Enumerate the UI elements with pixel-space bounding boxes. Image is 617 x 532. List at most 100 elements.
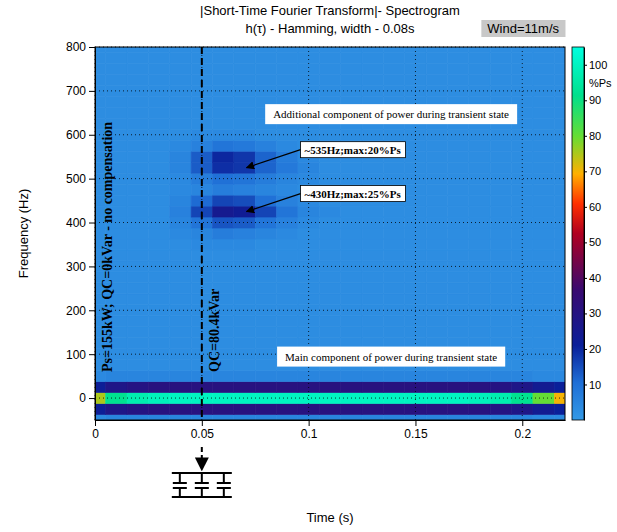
- heatmap-cell: [148, 283, 169, 294]
- heatmap-cell: [170, 162, 191, 173]
- heatmap-cell: [319, 261, 340, 272]
- heatmap-cell: [383, 74, 404, 85]
- heatmap-cell: [95, 107, 106, 118]
- heatmap-cell: [234, 107, 255, 118]
- heatmap-cell: [448, 228, 469, 239]
- heatmap-cell: [234, 74, 255, 85]
- heatmap-cell: [554, 162, 565, 173]
- heatmap-cell: [341, 415, 362, 420]
- heatmap-cell: [213, 63, 234, 74]
- heatmap-cell: [170, 206, 191, 217]
- heatmap-cell: [341, 47, 362, 52]
- heatmap-cell: [255, 228, 276, 239]
- heatmap-cell: [341, 371, 362, 382]
- heatmap-cell: [106, 107, 127, 118]
- heatmap-cell: [255, 316, 276, 327]
- annotation: Additional component of power during tra…: [265, 104, 517, 124]
- heatmap-cell: [127, 184, 148, 195]
- heatmap-cell: [448, 283, 469, 294]
- heatmap-cell: [148, 184, 169, 195]
- heatmap-cell: [127, 261, 148, 272]
- colorbar: [572, 47, 584, 420]
- heatmap-cell: [319, 47, 340, 52]
- heatmap-cell: [319, 52, 340, 63]
- heatmap-cell: [533, 195, 554, 206]
- heatmap-cell: [490, 74, 511, 85]
- heatmap-cell: [298, 261, 319, 272]
- heatmap-cell: [426, 85, 447, 96]
- heatmap-cell: [383, 261, 404, 272]
- heatmap-cell: [469, 184, 490, 195]
- heatmap-cell: [234, 404, 255, 415]
- heatmap-cell: [448, 305, 469, 316]
- heatmap-cell: [533, 415, 554, 420]
- heatmap-cell: [170, 47, 191, 52]
- heatmap-cell: [426, 206, 447, 217]
- heatmap-cell: [512, 404, 533, 415]
- heatmap-cell: [277, 250, 298, 261]
- colorbar-tick-label: 50: [589, 236, 601, 248]
- heatmap-cell: [448, 85, 469, 96]
- heatmap-cell: [319, 74, 340, 85]
- heatmap-cell: [533, 96, 554, 107]
- heatmap-cell: [319, 382, 340, 393]
- heatmap-cell: [234, 206, 255, 217]
- heatmap-cell: [512, 151, 533, 162]
- heatmap-cell: [490, 228, 511, 239]
- heatmap-cell: [341, 63, 362, 74]
- colorbar-tick: 90: [584, 94, 601, 106]
- heatmap-cell: [95, 47, 106, 52]
- heatmap-cell: [490, 129, 511, 140]
- heatmap-cell: [554, 294, 565, 305]
- heatmap-cell: [362, 371, 383, 382]
- heatmap-cell: [533, 294, 554, 305]
- heatmap-cell: [490, 272, 511, 283]
- heatmap-cell: [448, 415, 469, 420]
- heatmap-cell: [234, 382, 255, 393]
- heatmap-cell: [277, 228, 298, 239]
- heatmap-cell: [469, 294, 490, 305]
- heatmap-cell: [341, 316, 362, 327]
- x-tick: 0.05: [191, 420, 215, 441]
- heatmap-cell: [426, 228, 447, 239]
- heatmap-cell: [234, 349, 255, 360]
- heatmap-cell: [490, 217, 511, 228]
- heatmap-cell: [213, 415, 234, 420]
- heatmap-cell: [554, 327, 565, 338]
- annotation-arrow: [247, 194, 301, 212]
- y-tick-label: 300: [66, 260, 86, 274]
- heatmap-cell: [448, 151, 469, 162]
- x-tick-mark: [95, 420, 96, 426]
- heatmap-cell: [426, 195, 447, 206]
- heatmap-cell: [533, 206, 554, 217]
- heatmap-cell: [234, 47, 255, 52]
- heatmap-cell: [255, 140, 276, 151]
- heatmap-cell: [148, 162, 169, 173]
- heatmap-cell: [383, 162, 404, 173]
- heatmap-cell: [213, 96, 234, 107]
- x-tick-mark: [309, 420, 310, 426]
- heatmap-cell: [127, 118, 148, 129]
- heatmap-cell: [213, 272, 234, 283]
- heatmap-cell: [277, 404, 298, 415]
- heatmap-cell: [319, 404, 340, 415]
- heatmap-cell: [362, 63, 383, 74]
- heatmap-cell: [170, 382, 191, 393]
- heatmap-cell: [341, 162, 362, 173]
- heatmap-cell: [277, 327, 298, 338]
- heatmap-cell: [148, 382, 169, 393]
- heatmap-cell: [277, 239, 298, 250]
- heatmap-cell: [469, 272, 490, 283]
- heatmap-cell: [170, 107, 191, 118]
- subtitle: h(τ) - Hamming, width - 0.08s: [245, 21, 415, 36]
- heatmap-cell: [170, 195, 191, 206]
- heatmap-cell: [148, 151, 169, 162]
- heatmap-cell: [362, 305, 383, 316]
- heatmap-cell: [341, 272, 362, 283]
- heatmap-cell: [170, 316, 191, 327]
- heatmap-cell: [448, 250, 469, 261]
- heatmap-cell: [170, 140, 191, 151]
- x-tick-mark: [522, 420, 523, 426]
- heatmap-cell: [255, 360, 276, 371]
- y-tick: 0: [79, 391, 95, 405]
